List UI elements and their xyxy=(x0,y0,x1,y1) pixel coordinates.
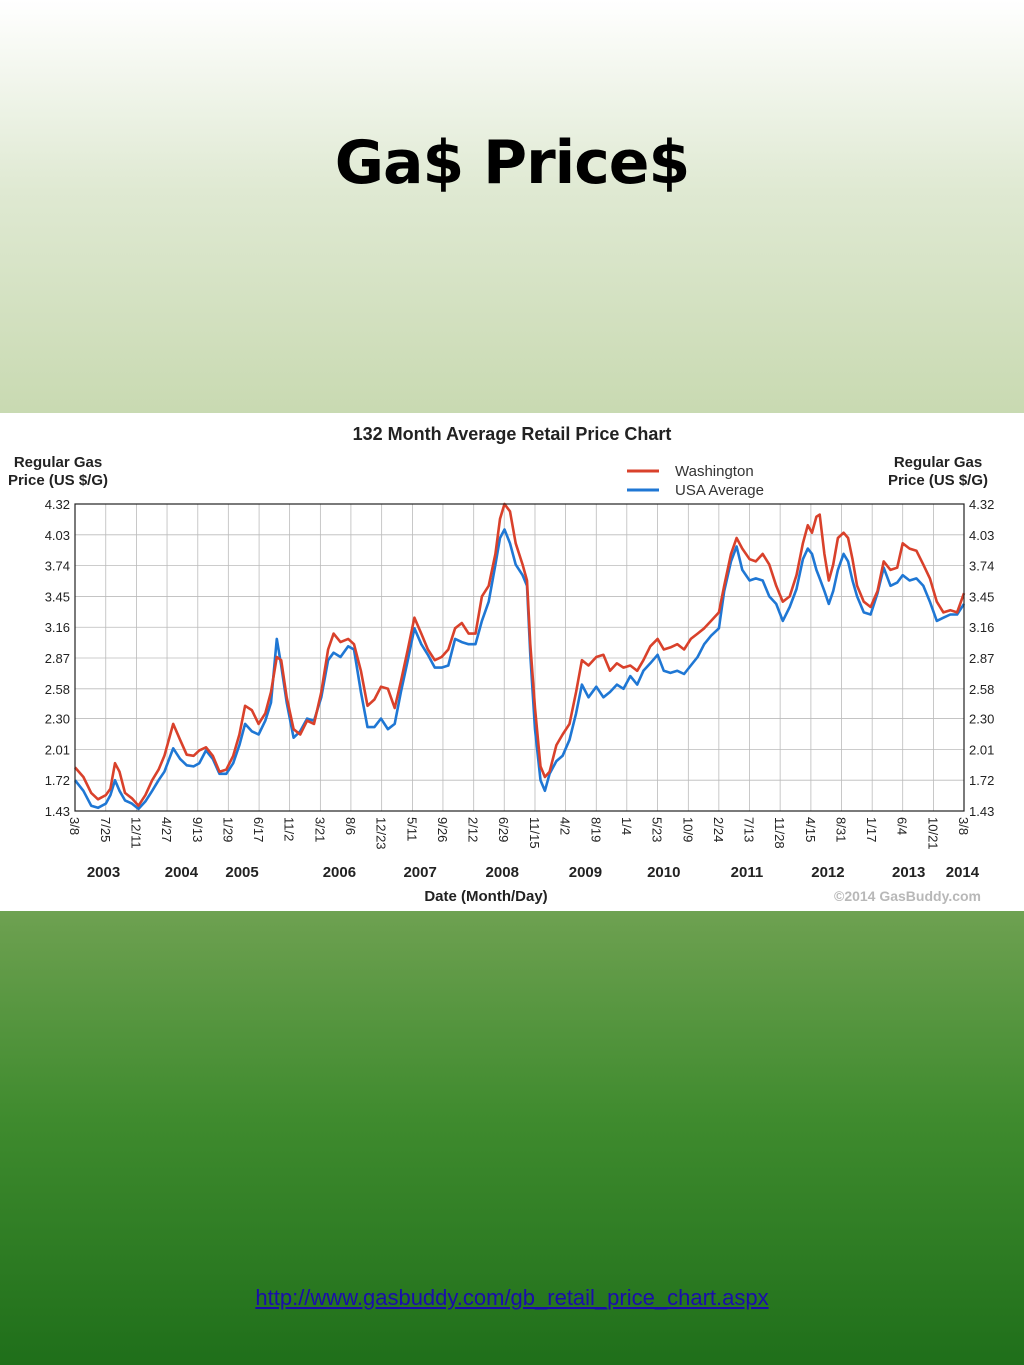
y-tick-label-left: 2.87 xyxy=(45,651,70,666)
year-label: 2014 xyxy=(946,864,980,881)
y-tick-label-left: 2.58 xyxy=(45,682,70,697)
x-tick-label: 4/15 xyxy=(803,817,818,842)
x-tick-label: 11/2 xyxy=(282,817,297,841)
year-label: 2008 xyxy=(486,864,519,881)
x-tick-label: 6/4 xyxy=(895,817,910,835)
x-tick-label: 8/19 xyxy=(588,817,603,842)
slide-title: Ga$ Price$ xyxy=(334,128,691,198)
year-label: 2010 xyxy=(647,864,680,881)
x-tick-label: 7/13 xyxy=(742,817,757,842)
y-tick-label-right: 3.45 xyxy=(969,589,994,604)
x-tick-label: 11/28 xyxy=(772,817,787,849)
plot-frame xyxy=(74,503,965,812)
x-tick-label: 2/24 xyxy=(711,817,726,842)
year-label: 2004 xyxy=(165,864,199,881)
y-tick-label-left: 1.43 xyxy=(45,804,70,819)
x-tick-label: 10/21 xyxy=(925,817,940,850)
x-tick-label: 9/26 xyxy=(435,817,450,842)
y-tick-label-right: 1.43 xyxy=(969,804,994,819)
y-tick-label-right: 1.72 xyxy=(969,773,994,788)
x-tick-label: 3/21 xyxy=(312,817,327,842)
x-tick-label: 5/23 xyxy=(650,817,665,842)
source-link[interactable]: http://www.gasbuddy.com/gb_retail_price_… xyxy=(255,1285,769,1310)
legend-label-washington: Washington xyxy=(675,463,754,480)
y-tick-label-left: 4.32 xyxy=(45,497,70,512)
series-line-washington xyxy=(74,502,966,807)
x-tick-label: 7/25 xyxy=(98,817,113,842)
year-label: 2007 xyxy=(403,864,436,881)
x-tick-label: 8/31 xyxy=(833,817,848,842)
year-label: 2011 xyxy=(731,864,764,881)
x-tick-label: 3/8 xyxy=(67,817,82,835)
x-tick-label: 4/2 xyxy=(558,817,573,835)
y-tick-label-right: 2.01 xyxy=(969,742,994,757)
x-axis-label: Date (Month/Day) xyxy=(424,888,547,905)
year-labels: 2003 2004 2005 2006 2007 2008 2009 2010 2011 2012… xyxy=(87,864,980,881)
year-label: 2003 xyxy=(87,864,120,881)
x-tick-label: 4/27 xyxy=(159,817,174,842)
x-tick-label: 3/8 xyxy=(956,817,971,835)
grid xyxy=(74,503,965,812)
left-axis-label-line1: Regular Gas xyxy=(14,454,102,471)
y-tick-label-right: 2.30 xyxy=(969,712,994,727)
year-label: 2009 xyxy=(569,864,602,881)
y-tick-label-right: 4.03 xyxy=(969,528,994,543)
year-label: 2012 xyxy=(811,864,844,881)
y-tick-label-right: 2.58 xyxy=(969,682,994,697)
y-tick-label-right: 3.16 xyxy=(969,620,994,635)
y-tick-label-left: 1.72 xyxy=(45,773,70,788)
x-tick-label: 12/11 xyxy=(129,817,144,849)
x-tick-label: 1/4 xyxy=(619,817,634,835)
year-label: 2005 xyxy=(225,864,258,881)
y-tick-label-left: 4.03 xyxy=(45,528,70,543)
year-label: 2013 xyxy=(892,864,925,881)
y-tick-labels: 4.32 4.32 4.03 4.03 3.74 3.74 3.45 3.45 3.16 3.16… xyxy=(45,497,995,819)
x-tick-labels: 3/8 7/25 12/11 4/27 9/13 1/29 6/17 11/2 3/21 8/6 1… xyxy=(67,817,971,850)
y-tick-label-left: 2.01 xyxy=(45,742,70,757)
x-tick-label: 1/29 xyxy=(220,817,235,842)
y-tick-label-right: 4.32 xyxy=(969,497,994,512)
y-tick-label-left: 2.30 xyxy=(45,712,70,727)
chart-title: 132 Month Average Retail Price Chart xyxy=(353,424,672,444)
y-tick-label-left: 3.74 xyxy=(45,559,70,574)
year-label: 2006 xyxy=(323,864,356,881)
x-tick-label: 12/23 xyxy=(374,817,389,850)
x-tick-label: 11/15 xyxy=(527,817,542,849)
x-tick-label: 5/11 xyxy=(404,817,419,841)
x-tick-label: 10/9 xyxy=(680,817,695,842)
y-tick-label-left: 3.16 xyxy=(45,620,70,635)
price-chart: 132 Month Average Retail Price Chart Reg… xyxy=(8,424,995,905)
x-tick-label: 1/17 xyxy=(864,817,879,842)
y-tick-label-right: 2.87 xyxy=(969,651,994,666)
x-tick-label: 2/12 xyxy=(466,817,481,842)
x-tick-label: 6/29 xyxy=(496,817,511,842)
left-axis-label-line2: Price (US $/G) xyxy=(8,472,108,489)
legend: Washington USA Average xyxy=(627,463,764,499)
watermark: ©2014 GasBuddy.com xyxy=(834,888,981,904)
right-axis-label-line2: Price (US $/G) xyxy=(888,472,988,489)
right-axis-label-line1: Regular Gas xyxy=(894,454,982,471)
x-tick-label: 8/6 xyxy=(343,817,358,835)
legend-label-usa: USA Average xyxy=(675,482,764,499)
x-tick-label: 9/13 xyxy=(190,817,205,842)
x-tick-label: 6/17 xyxy=(251,817,266,842)
y-tick-label-right: 3.74 xyxy=(969,559,994,574)
chart-panel: 132 Month Average Retail Price Chart Reg… xyxy=(0,413,1024,911)
y-tick-label-left: 3.45 xyxy=(45,589,70,604)
series-lines xyxy=(73,502,966,811)
